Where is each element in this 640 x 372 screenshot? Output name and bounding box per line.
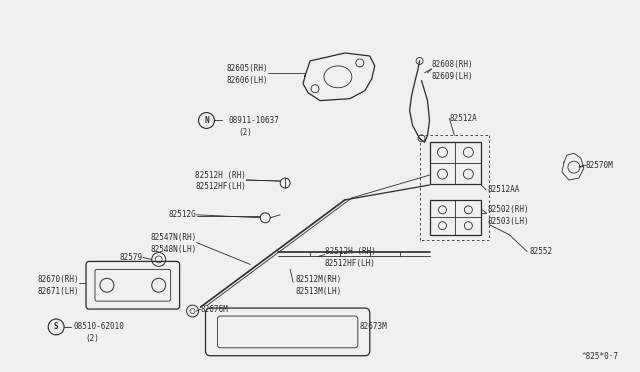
Text: 82608(RH): 82608(RH) bbox=[431, 60, 473, 70]
Text: 82512M(RH): 82512M(RH) bbox=[295, 275, 341, 284]
Text: 82605(RH): 82605(RH) bbox=[227, 64, 268, 73]
Text: 82579: 82579 bbox=[120, 253, 143, 262]
Text: 82609(LH): 82609(LH) bbox=[431, 72, 473, 81]
Text: 82670(RH): 82670(RH) bbox=[37, 275, 79, 284]
Text: 82673M: 82673M bbox=[360, 323, 388, 331]
FancyBboxPatch shape bbox=[86, 262, 180, 309]
Text: 82512H (RH): 82512H (RH) bbox=[195, 171, 246, 180]
Text: 82512HF(LH): 82512HF(LH) bbox=[195, 183, 246, 192]
Text: 82512A: 82512A bbox=[449, 114, 477, 123]
Text: 82548N(LH): 82548N(LH) bbox=[150, 245, 196, 254]
Text: (2): (2) bbox=[85, 334, 99, 343]
Text: 82512G: 82512G bbox=[169, 210, 196, 219]
Text: (2): (2) bbox=[238, 128, 252, 137]
Text: 82512HF(LH): 82512HF(LH) bbox=[325, 259, 376, 268]
Bar bbox=[429, 142, 481, 184]
Text: 08911-10637: 08911-10637 bbox=[228, 116, 279, 125]
Text: 82513M(LH): 82513M(LH) bbox=[295, 287, 341, 296]
FancyBboxPatch shape bbox=[205, 308, 370, 356]
Text: 82512AA: 82512AA bbox=[487, 186, 520, 195]
Bar bbox=[429, 200, 481, 235]
Text: N: N bbox=[204, 116, 209, 125]
Text: 82671(LH): 82671(LH) bbox=[37, 287, 79, 296]
Text: 82570M: 82570M bbox=[586, 161, 614, 170]
Text: 82676M: 82676M bbox=[200, 305, 228, 314]
Text: 82503(LH): 82503(LH) bbox=[487, 217, 529, 226]
Text: 82502(RH): 82502(RH) bbox=[487, 205, 529, 214]
Polygon shape bbox=[562, 153, 584, 180]
Text: 82606(LH): 82606(LH) bbox=[227, 76, 268, 85]
Text: 82512H (RH): 82512H (RH) bbox=[325, 247, 376, 256]
Text: S: S bbox=[54, 323, 58, 331]
Text: ^825*0·7: ^825*0·7 bbox=[582, 352, 619, 361]
Text: 82552: 82552 bbox=[529, 247, 552, 256]
Text: 82547N(RH): 82547N(RH) bbox=[150, 233, 196, 242]
Polygon shape bbox=[303, 53, 375, 101]
Text: 08510-62010: 08510-62010 bbox=[73, 323, 124, 331]
